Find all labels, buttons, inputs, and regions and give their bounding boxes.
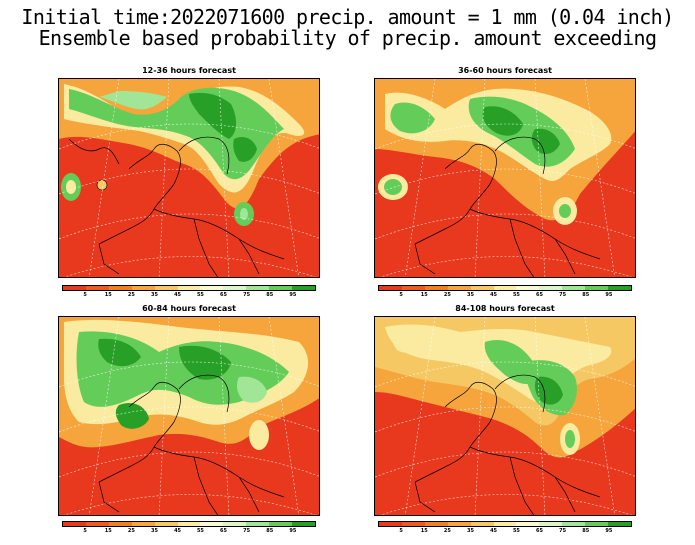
colorbar-label: 95 bbox=[605, 528, 613, 534]
colorbar-label: 65 bbox=[536, 528, 544, 534]
colorbar-label: 75 bbox=[559, 528, 567, 534]
colorbar-label: 45 bbox=[174, 292, 182, 298]
panel-title-4: 84-108 hours forecast bbox=[455, 304, 555, 313]
colorbar-label: 95 bbox=[289, 528, 297, 534]
map-graphic-2 bbox=[375, 79, 635, 277]
colorbar-label: 25 bbox=[127, 292, 135, 298]
colorbar-label: 35 bbox=[466, 292, 474, 298]
map-panel-2 bbox=[374, 78, 636, 278]
colorbar-label: 65 bbox=[220, 292, 228, 298]
map-panel-3 bbox=[58, 316, 320, 516]
panel-title-2: 36-60 hours forecast bbox=[458, 66, 552, 75]
colorbar-1: 5 15 25 35 45 55 65 75 85 95 bbox=[62, 285, 316, 301]
colorbar-label: 5 bbox=[399, 528, 403, 534]
colorbar-label: 95 bbox=[289, 292, 297, 298]
colorbar-label: 45 bbox=[174, 528, 182, 534]
map-panel-4 bbox=[374, 316, 636, 516]
colorbar-label: 45 bbox=[490, 292, 498, 298]
colorbar-label: 75 bbox=[243, 292, 251, 298]
map-graphic-3 bbox=[59, 317, 319, 515]
panel-title-3: 60-84 hours forecast bbox=[142, 304, 236, 313]
colorbar-label: 25 bbox=[443, 292, 451, 298]
colorbar-label: 65 bbox=[220, 528, 228, 534]
colorbar-scale bbox=[62, 285, 316, 291]
colorbar-label: 55 bbox=[512, 528, 520, 534]
panel-title-1: 12-36 hours forecast bbox=[142, 66, 236, 75]
colorbar-scale bbox=[378, 521, 632, 527]
map-panel-1 bbox=[58, 78, 320, 278]
colorbar-4: 5 15 25 35 45 55 65 75 85 95 bbox=[378, 521, 632, 537]
title-line-2: Ensemble based probability of precip. am… bbox=[38, 26, 657, 50]
colorbar-label: 95 bbox=[605, 292, 613, 298]
colorbar-label: 65 bbox=[536, 292, 544, 298]
colorbar-label: 5 bbox=[399, 292, 403, 298]
colorbar-label: 75 bbox=[243, 528, 251, 534]
colorbar-label: 35 bbox=[150, 292, 158, 298]
colorbar-label: 5 bbox=[83, 528, 87, 534]
colorbar-3: 5 15 25 35 45 55 65 75 85 95 bbox=[62, 521, 316, 537]
colorbar-label: 85 bbox=[582, 528, 590, 534]
title-line-1: Initial time:2022071600 precip. amount =… bbox=[21, 5, 674, 29]
colorbar-label: 85 bbox=[266, 528, 274, 534]
colorbar-label: 15 bbox=[420, 292, 428, 298]
colorbar-label: 85 bbox=[582, 292, 590, 298]
colorbar-label: 25 bbox=[127, 528, 135, 534]
colorbar-scale bbox=[378, 285, 632, 291]
map-graphic-1 bbox=[59, 79, 319, 277]
colorbar-label: 85 bbox=[266, 292, 274, 298]
colorbar-label: 25 bbox=[443, 528, 451, 534]
colorbar-label: 45 bbox=[490, 528, 498, 534]
colorbar-label: 15 bbox=[420, 528, 428, 534]
colorbar-label: 55 bbox=[196, 528, 204, 534]
colorbar-label: 15 bbox=[104, 292, 112, 298]
colorbar-label: 55 bbox=[512, 292, 520, 298]
colorbar-label: 55 bbox=[196, 292, 204, 298]
colorbar-label: 15 bbox=[104, 528, 112, 534]
map-graphic-4 bbox=[375, 317, 635, 515]
colorbar-label: 5 bbox=[83, 292, 87, 298]
colorbar-label: 35 bbox=[150, 528, 158, 534]
colorbar-scale bbox=[62, 521, 316, 527]
colorbar-label: 75 bbox=[559, 292, 567, 298]
colorbar-2: 5 15 25 35 45 55 65 75 85 95 bbox=[378, 285, 632, 301]
colorbar-label: 35 bbox=[466, 528, 474, 534]
